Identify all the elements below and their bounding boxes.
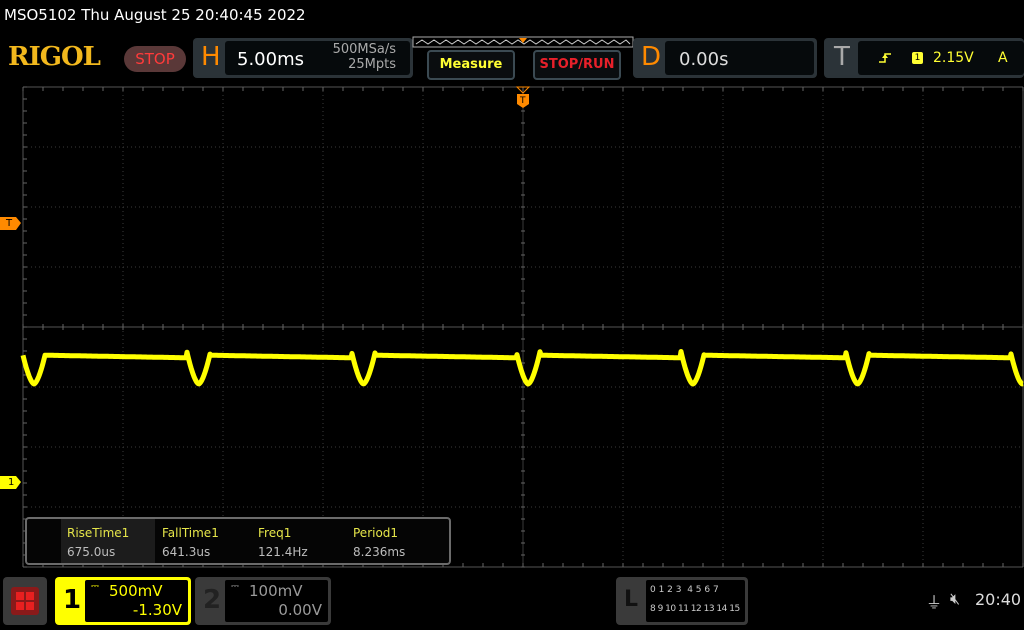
stop-run-button[interactable]: STOP/RUN	[533, 50, 621, 80]
delay-letter: D	[641, 42, 662, 72]
channel1-trace	[20, 349, 1024, 387]
measurement-period: Period1 8.236ms	[353, 526, 406, 559]
timebase-value: 5.00ms	[237, 49, 304, 70]
trigger-level-marker	[0, 217, 21, 230]
memory-depth: 25Mpts	[348, 57, 396, 72]
channel1-offset: -1.30V	[132, 601, 182, 619]
usb-icon: ⏚	[926, 593, 943, 612]
waveform-overview-strip[interactable]	[412, 36, 634, 50]
delay-panel[interactable]: D 0.00s	[633, 38, 817, 78]
channel1-scale: 500mV	[109, 582, 163, 600]
measure-button[interactable]: Measure	[427, 50, 515, 80]
channel2-scale: 100mV	[249, 582, 303, 600]
horizontal-letter: H	[201, 42, 221, 72]
channel1-marker-label: 1	[8, 477, 15, 488]
dc-coupling-icon: ⎓	[231, 581, 239, 592]
grid-menu-icon	[11, 587, 39, 615]
rising-edge-icon	[879, 53, 891, 63]
graticule	[22, 86, 1024, 568]
horizontal-panel[interactable]: H 5.00ms 500MSa/s 25Mpts	[193, 38, 413, 78]
logic-channels-row1: 0 1 2 3 4 5 6 7	[650, 585, 719, 595]
trigger-level: 2.15V	[933, 50, 974, 66]
window-title: MSO5102 Thu August 25 20:40:45 2022	[4, 6, 306, 24]
waveform-display[interactable]	[0, 80, 1024, 570]
sample-rate: 500MSa/s	[332, 42, 396, 57]
trigger-source-badge: 1	[912, 52, 923, 64]
trigger-panel[interactable]: T 1 2.15V A	[824, 38, 1024, 78]
menu-button[interactable]	[3, 577, 47, 625]
measurement-freq: Freq1 121.4Hz	[258, 526, 308, 559]
overview-trigger-marker	[519, 38, 527, 43]
channel2-panel[interactable]: 2 ⎓ 100mV 0.00V	[195, 577, 331, 625]
trigger-level-label: T	[6, 218, 13, 229]
measurement-rise-time: RiseTime1 675.0us	[67, 526, 130, 559]
status-clock: 20:40	[975, 590, 1022, 609]
channel1-ground-marker	[0, 476, 21, 489]
measurement-fall-time: FallTime1 641.3us	[162, 526, 219, 559]
trigger-position-label: T	[520, 96, 526, 106]
logic-panel[interactable]: L 0 1 2 3 4 5 6 7 8 9 10 11 12 13 14 15	[616, 577, 748, 625]
measurement-panel: RiseTime1 675.0us FallTime1 641.3us Freq1 1…	[25, 517, 451, 565]
delay-value: 0.00s	[679, 49, 729, 70]
trigger-letter: T	[834, 42, 850, 72]
speaker-muted-icon[interactable]: 🔇︎	[950, 589, 961, 608]
channel2-offset: 0.00V	[278, 601, 322, 619]
dc-coupling-icon: ⎓	[91, 581, 99, 592]
logic-channels-row2: 8 9 10 11 12 13 14 15	[650, 604, 740, 614]
channel1-panel[interactable]: 1 ⎓ 500mV -1.30V	[55, 577, 191, 625]
trigger-mode: A	[998, 50, 1008, 66]
trigger-position-marker	[515, 86, 531, 108]
run-state-badge[interactable]: STOP	[124, 46, 186, 72]
rigol-logo: RIGOL	[8, 42, 101, 72]
